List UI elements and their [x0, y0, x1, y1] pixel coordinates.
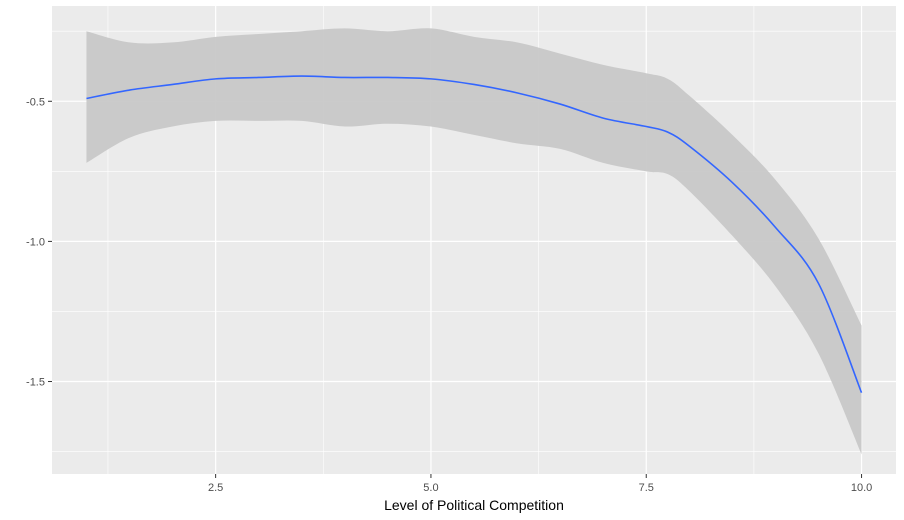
x-tick-label: 10.0: [851, 482, 872, 494]
y-tick-label: -1.0: [26, 236, 45, 248]
confidence-ribbon: [86, 28, 862, 455]
x-tick-label: 7.5: [639, 482, 654, 494]
y-tick-label: -1.5: [26, 377, 45, 389]
x-axis-title: Level of Political Competition: [384, 497, 564, 513]
x-axis: 2.5 5.0 7.5 10.0: [208, 474, 872, 494]
y-axis: -0.5 -1.0 -1.5: [26, 96, 52, 389]
x-tick-label: 5.0: [423, 482, 438, 494]
smooth-line: [86, 75, 863, 394]
y-tick-label: -0.5: [26, 96, 45, 108]
x-tick-label: 2.5: [208, 482, 223, 494]
